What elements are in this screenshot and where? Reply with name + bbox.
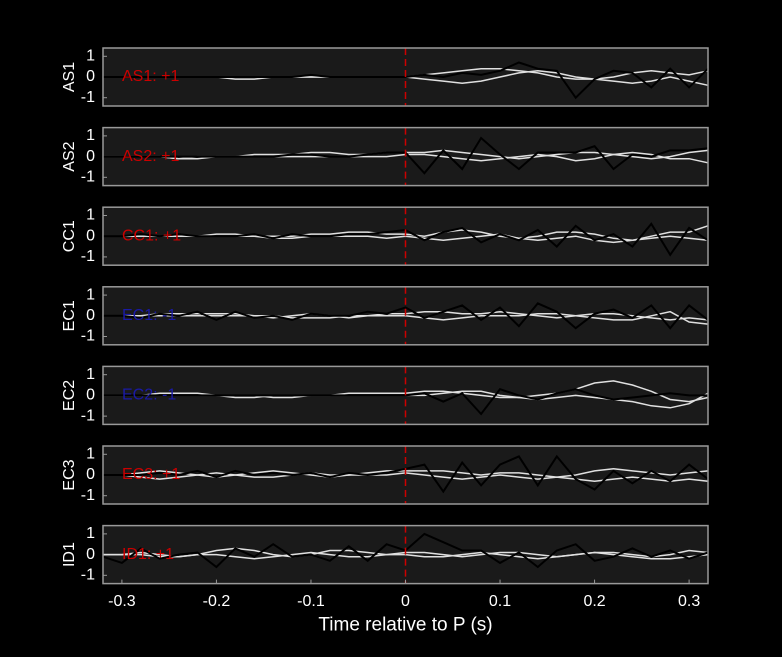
- y-tick-label: 1: [86, 286, 95, 303]
- y-axis-label: ID1: [61, 542, 78, 567]
- y-tick-label: 0: [86, 466, 95, 483]
- x-tick-label: 0: [401, 593, 410, 610]
- y-tick-label: -1: [81, 328, 95, 345]
- y-tick-label: 0: [86, 148, 95, 165]
- annotation: AS2: +1: [122, 148, 179, 165]
- y-axis-label: CC1: [61, 220, 78, 252]
- y-tick-label: 0: [86, 227, 95, 244]
- annotation: EC2: -1: [122, 387, 176, 404]
- x-tick-label: -0.1: [297, 593, 325, 610]
- y-tick-label: 0: [86, 68, 95, 85]
- plot-frame: [102, 47, 709, 107]
- y-tick-label: 1: [86, 366, 95, 383]
- y-axis-label: AS2: [61, 141, 78, 171]
- y-tick-label: 1: [86, 207, 95, 224]
- annotation: ID1: +1: [122, 546, 174, 563]
- y-axis-label: EC2: [61, 380, 78, 411]
- plot-frame: [102, 286, 709, 346]
- plot-frame: [102, 365, 709, 426]
- y-tick-label: 1: [86, 446, 95, 463]
- trace: [103, 302, 709, 330]
- y-tick-label: 1: [86, 48, 95, 65]
- x-tick-label: 0.3: [678, 593, 700, 610]
- y-tick-label: 0: [86, 387, 95, 404]
- y-axis-label: EC1: [61, 300, 78, 331]
- annotation: AS1: +1: [122, 68, 179, 85]
- annotation: EC3: +1: [122, 466, 180, 483]
- y-tick-label: 0: [86, 307, 95, 324]
- y-tick-label: -1: [81, 248, 95, 265]
- y-tick-label: -1: [81, 567, 95, 584]
- y-tick-label: -1: [81, 89, 95, 106]
- x-tick-label: 0.1: [489, 593, 511, 610]
- plot-frame: [102, 445, 709, 505]
- y-tick-label: 1: [86, 127, 95, 144]
- annotation: CC1: +1: [122, 227, 181, 244]
- y-axis-label: EC3: [61, 459, 78, 490]
- x-tick-label: 0.2: [583, 593, 605, 610]
- x-tick-label: -0.2: [203, 593, 231, 610]
- y-tick-label: -1: [81, 487, 95, 504]
- y-tick-label: -1: [81, 407, 95, 424]
- plot-frame: [102, 206, 709, 266]
- y-tick-label: 0: [86, 546, 95, 563]
- x-axis-label: Time relative to P (s): [318, 615, 492, 636]
- plot-frame: [102, 126, 709, 187]
- y-axis-label: AS1: [61, 62, 78, 92]
- y-tick-label: 1: [86, 525, 95, 542]
- x-tick-label: -0.3: [108, 593, 136, 610]
- y-tick-label: -1: [81, 169, 95, 186]
- annotation: EC1: -1: [122, 307, 176, 324]
